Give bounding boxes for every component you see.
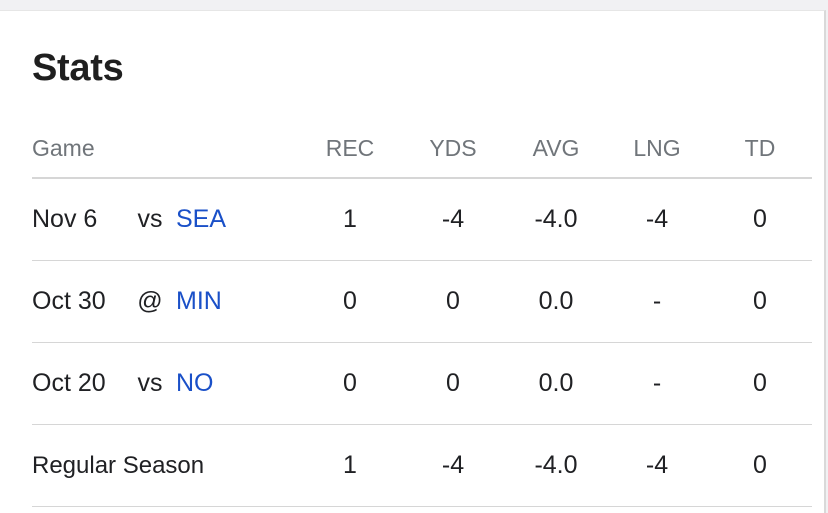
game-date: Oct 20	[32, 369, 106, 397]
game-cell: Nov 6 vs SEA	[32, 179, 226, 260]
header-yds: YDS	[429, 134, 477, 161]
avg-cell: -4.0	[534, 205, 578, 233]
game-date: Oct 30	[32, 287, 106, 315]
table-row: Nov 6 vs SEA 1 -4 -4.0 -4 0	[32, 179, 812, 261]
stats-table: Game REC YDS AVG LNG TD Nov 6 vs SEA 1 -…	[32, 119, 812, 507]
header-rec: REC	[325, 134, 375, 161]
yds-cell: 0	[446, 287, 460, 315]
yds-cell: -4	[441, 205, 465, 233]
lng-cell: -4	[645, 205, 669, 233]
home-away: vs	[137, 205, 163, 233]
season-td-cell: 0	[753, 451, 767, 479]
avg-cell: 0.0	[538, 287, 574, 315]
td-cell: 0	[753, 205, 767, 233]
header-lng: LNG	[633, 134, 681, 161]
opponent-link[interactable]: NO	[176, 369, 214, 397]
home-away: vs	[137, 369, 163, 397]
home-away: @	[137, 287, 163, 315]
table-row: Oct 20 vs NO 0 0 0.0 - 0	[32, 343, 812, 425]
game-cell: Oct 30 @ MIN	[32, 261, 222, 342]
table-row: Oct 30 @ MIN 0 0 0.0 - 0	[32, 261, 812, 343]
opponent-link[interactable]: MIN	[176, 287, 222, 315]
td-cell: 0	[753, 369, 767, 397]
td-cell: 0	[753, 287, 767, 315]
header-td: TD	[744, 134, 776, 161]
season-total-row: Regular Season 1 -4 -4.0 -4 0	[32, 425, 812, 507]
rec-cell: 0	[343, 369, 357, 397]
season-rec-cell: 1	[343, 451, 357, 479]
rec-cell: 0	[343, 287, 357, 315]
game-date: Nov 6	[32, 205, 98, 233]
yds-cell: 0	[446, 369, 460, 397]
stats-card: Stats Game REC YDS AVG LNG TD Nov 6 vs S…	[0, 10, 826, 513]
season-yds-cell: -4	[441, 451, 465, 479]
header-game: Game	[32, 134, 95, 161]
lng-cell: -	[652, 369, 662, 397]
opponent-link[interactable]: SEA	[176, 205, 227, 233]
table-header-row: Game REC YDS AVG LNG TD	[32, 119, 812, 179]
season-avg-cell: -4.0	[534, 451, 578, 479]
season-label: Regular Season	[32, 425, 204, 506]
game-cell: Oct 20 vs NO	[32, 343, 214, 424]
rec-cell: 1	[343, 205, 357, 233]
header-avg: AVG	[532, 134, 580, 161]
lng-cell: -	[652, 287, 662, 315]
season-lng-cell: -4	[645, 451, 669, 479]
avg-cell: 0.0	[538, 369, 574, 397]
season-label-text: Regular Season	[32, 451, 205, 479]
stats-title: Stats	[32, 47, 124, 89]
